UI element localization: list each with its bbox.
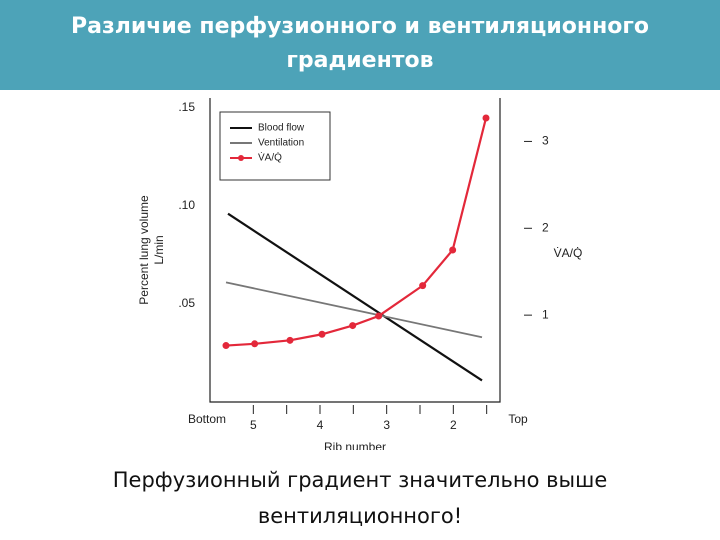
x-tick-label: Top	[508, 412, 528, 426]
x-tick-label: Bottom	[188, 412, 226, 426]
y-axis-label: Percent lung volume	[137, 195, 151, 305]
legend-label: Blood flow	[258, 123, 305, 134]
y-tick-label: .10	[178, 198, 195, 212]
x-tick-label: 3	[383, 418, 390, 432]
x-tick-label: 2	[450, 418, 457, 432]
y-axis-unit: L/min	[152, 235, 166, 264]
data-point	[222, 342, 230, 350]
y2-axis-label: V̇A/Q̇	[554, 246, 583, 260]
series-line	[225, 281, 483, 339]
data-point	[251, 340, 259, 348]
y-tick-label: .05	[178, 296, 195, 310]
data-point	[318, 330, 326, 338]
data-point	[349, 322, 357, 330]
data-point	[375, 312, 383, 320]
y2-tick-label: 3	[542, 134, 549, 148]
data-point	[286, 336, 294, 344]
legend-label: V̇A/Q̇	[258, 151, 282, 164]
slide-caption: Перфузионный градиент значительно выше в…	[112, 468, 608, 528]
data-point	[419, 282, 427, 290]
chart: Rib number Percent lung volume L/min V̇A…	[137, 98, 583, 450]
x-axis-label: Rib number	[324, 440, 386, 450]
header-band	[0, 0, 720, 90]
x-tick-label: 4	[317, 418, 324, 432]
y2-tick-label: 1	[542, 307, 549, 321]
slide-title: Различие перфузионного и вентиляционного…	[71, 14, 649, 73]
x-tick-label: 5	[250, 418, 257, 432]
series-line	[227, 212, 483, 382]
data-point	[449, 246, 457, 254]
y-tick-label: .15	[178, 100, 195, 114]
data-point	[482, 114, 490, 122]
legend-label: Ventilation	[258, 138, 304, 149]
y2-tick-label: 2	[542, 220, 549, 234]
legend-marker	[238, 155, 244, 161]
legend-box	[219, 111, 331, 181]
plot-frame	[209, 98, 501, 403]
